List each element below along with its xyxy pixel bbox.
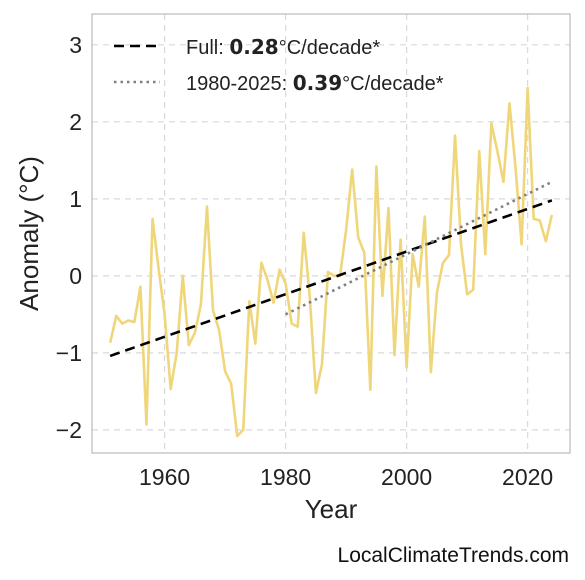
legend-entry-recent: 1980-2025: 0.39°C/decade* bbox=[186, 71, 444, 95]
legend-recent-prefix: 1980-2025: bbox=[186, 73, 293, 95]
y-tick-label: 2 bbox=[69, 109, 82, 135]
x-axis: 1960 1980 2000 2020 bbox=[139, 464, 553, 490]
grid bbox=[92, 14, 570, 453]
legend-entry-full: Full: 0.28°C/decade* bbox=[186, 35, 380, 59]
x-tick-label: 2020 bbox=[502, 464, 553, 490]
series-line-trend-full bbox=[109, 199, 553, 358]
legend: Full: 0.28°C/decade* 1980-2025: 0.39°C/d… bbox=[114, 35, 444, 95]
legend-full-value: 0.28 bbox=[229, 35, 278, 59]
series-line-anomaly bbox=[108, 86, 554, 438]
y-tick-label: 3 bbox=[69, 32, 82, 58]
data-layer bbox=[108, 86, 554, 438]
legend-full-prefix: Full: bbox=[186, 37, 229, 59]
x-tick-label: 2000 bbox=[381, 464, 432, 490]
chart: 1960 1980 2000 2020 −2 −1 0 1 2 3 Year Anomaly (… bbox=[14, 13, 571, 524]
y-axis-title: Anomaly (°C) bbox=[14, 156, 44, 311]
legend-full-suffix: °C/decade* bbox=[279, 37, 381, 59]
x-axis-title: Year bbox=[305, 494, 358, 524]
legend-recent-suffix: °C/decade* bbox=[342, 73, 444, 95]
plot-frame bbox=[91, 13, 571, 454]
x-tick-label: 1960 bbox=[139, 464, 190, 490]
series-line-trend-recent bbox=[285, 180, 553, 316]
x-tick-label: 1980 bbox=[260, 464, 311, 490]
y-tick-label: −1 bbox=[56, 340, 82, 366]
y-axis: −2 −1 0 1 2 3 bbox=[56, 32, 82, 443]
y-tick-label: 1 bbox=[69, 186, 82, 212]
y-tick-label: 0 bbox=[69, 263, 82, 289]
y-tick-label: −2 bbox=[56, 417, 82, 443]
watermark: LocalClimateTrends.com bbox=[337, 544, 569, 567]
legend-recent-value: 0.39 bbox=[293, 71, 342, 95]
